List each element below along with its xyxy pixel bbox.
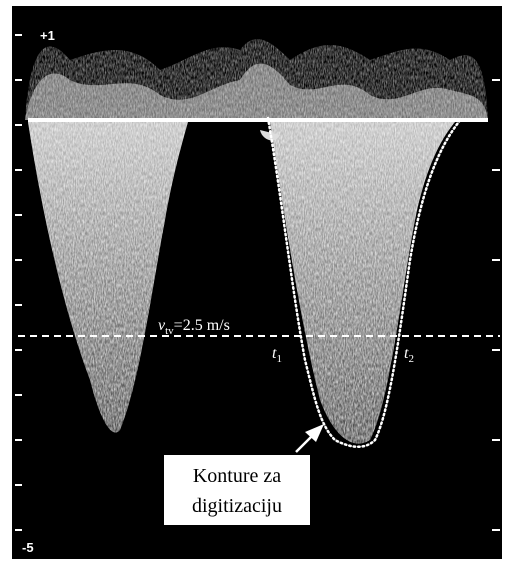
marker-t2: t2 bbox=[404, 345, 414, 365]
threshold-label: vtv=2.5 m/s bbox=[158, 317, 230, 337]
annotation-line: Konture za bbox=[193, 465, 281, 487]
annotation-line: digitizaciju bbox=[192, 495, 282, 517]
scale-bottom-label: -5 bbox=[22, 540, 34, 555]
annotation-box bbox=[164, 455, 310, 525]
annotation-arrow bbox=[295, 424, 324, 453]
scale-top-label: +1 bbox=[40, 28, 55, 43]
scale-ticks bbox=[15, 34, 500, 531]
digitized-contour bbox=[266, 116, 464, 448]
spectral-envelopes bbox=[25, 39, 488, 444]
marker-t1: t1 bbox=[272, 345, 282, 365]
